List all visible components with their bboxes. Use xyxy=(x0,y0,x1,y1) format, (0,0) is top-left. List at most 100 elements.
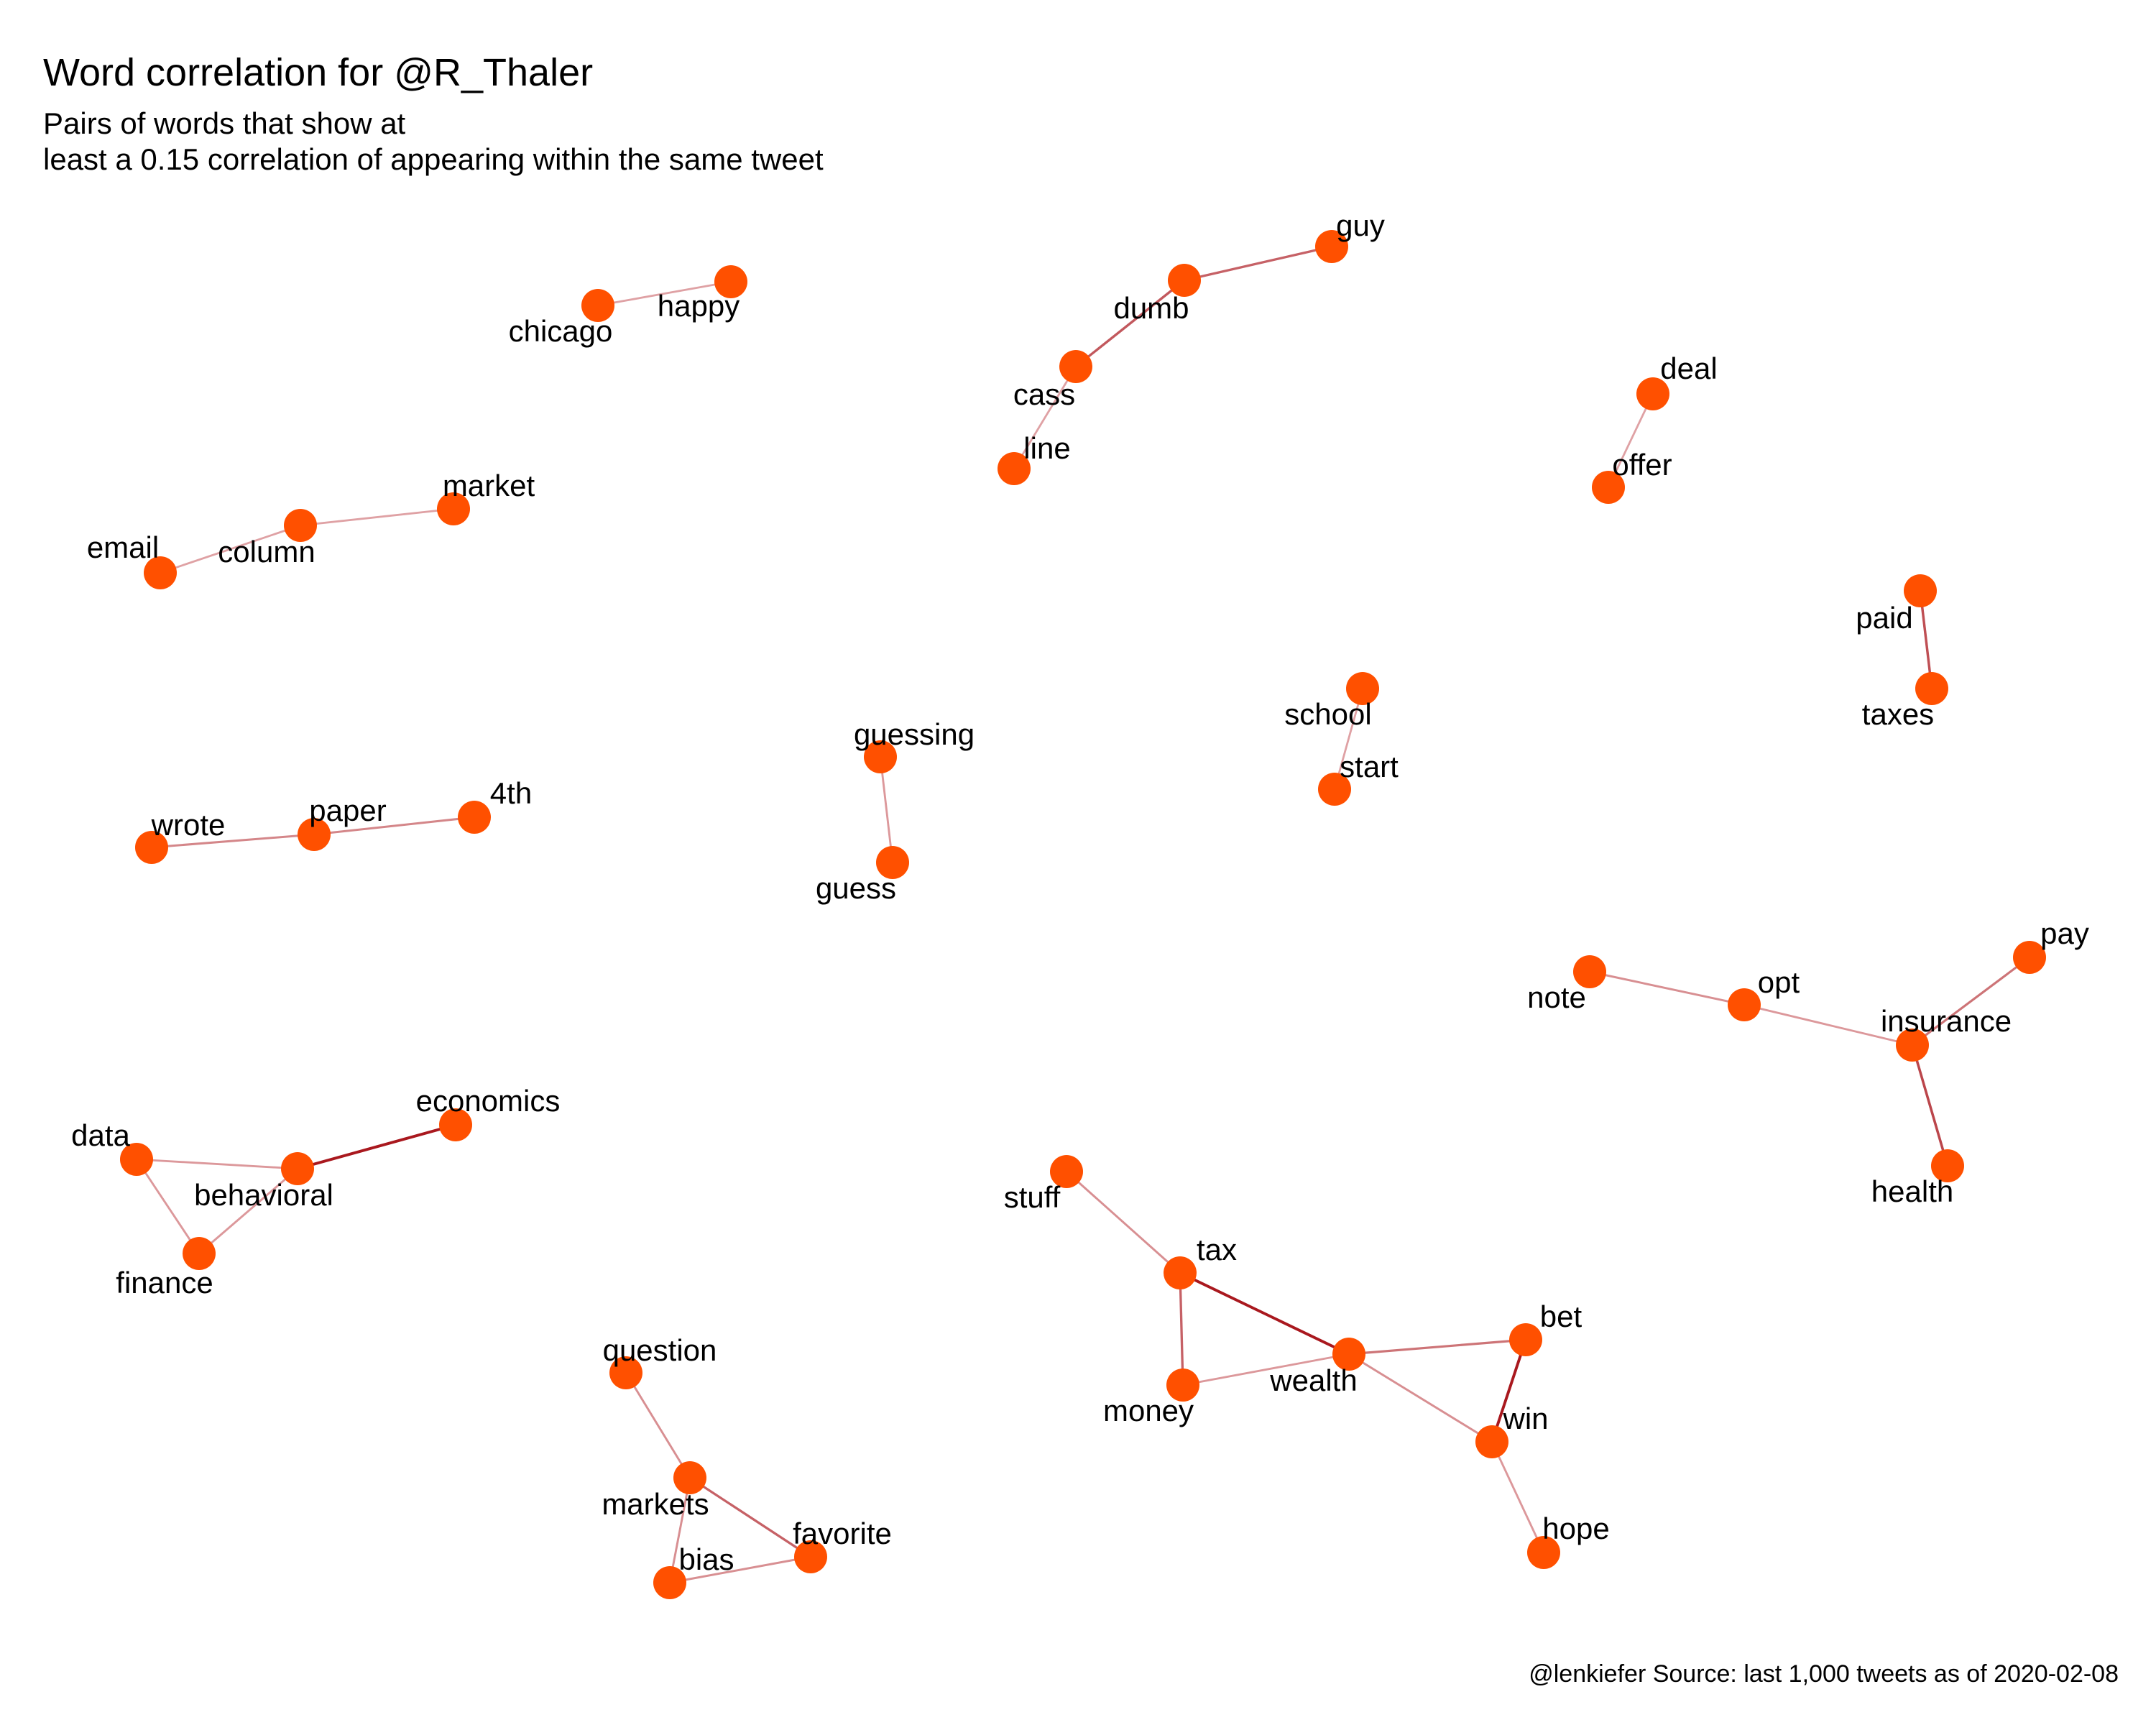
node-paid xyxy=(1904,574,1937,607)
edge-school-start xyxy=(1333,688,1364,790)
node-finance xyxy=(183,1237,216,1270)
edge-question-markets xyxy=(625,1372,691,1478)
node-tax xyxy=(1164,1256,1197,1289)
node-label-bet: bet xyxy=(1540,1300,1583,1333)
chart-subtitle-line-1: Pairs of words that show at xyxy=(43,106,406,140)
node-wealth xyxy=(1332,1338,1365,1371)
node-4th xyxy=(458,801,491,834)
node-health xyxy=(1931,1149,1964,1182)
node-label-start: start xyxy=(1340,750,1399,783)
node-economics xyxy=(439,1108,472,1141)
node-label-school: school xyxy=(1284,697,1371,731)
node-label-wrote: wrote xyxy=(151,808,226,842)
node-markets xyxy=(673,1461,706,1494)
edge-insurance-health xyxy=(1911,1044,1949,1167)
node-win xyxy=(1475,1425,1508,1458)
node-hope xyxy=(1527,1536,1560,1569)
node-label-opt: opt xyxy=(1758,965,1800,999)
edge-insurance-pay xyxy=(1912,956,2030,1046)
edge-chicago-happy xyxy=(597,280,732,307)
edge-guessing-guess xyxy=(879,756,894,863)
node-label-markets: markets xyxy=(602,1487,709,1521)
node-label-email: email xyxy=(87,530,159,564)
node-label-note: note xyxy=(1527,980,1586,1014)
chart-subtitle-line-2: least a 0.15 correlation of appearing wi… xyxy=(43,142,824,176)
node-column xyxy=(284,509,317,542)
node-opt xyxy=(1728,988,1761,1021)
node-label-taxes: taxes xyxy=(1862,697,1934,731)
node-guess xyxy=(876,846,909,879)
node-label-deal: deal xyxy=(1660,351,1717,385)
node-label-win: win xyxy=(1502,1402,1548,1435)
node-money xyxy=(1166,1368,1199,1402)
node-offer xyxy=(1592,471,1625,504)
nodes-layer xyxy=(120,230,2046,1599)
source-caption: @lenkiefer Source: last 1,000 tweets as … xyxy=(1529,1660,2119,1688)
node-label-wealth: wealth xyxy=(1269,1363,1357,1397)
edge-wealth-bet xyxy=(1348,1338,1526,1356)
edge-market-column xyxy=(300,507,454,527)
edge-markets-favorite xyxy=(689,1476,811,1558)
edge-wealth-win xyxy=(1348,1353,1493,1443)
edge-money-wealth xyxy=(1182,1353,1350,1386)
node-school xyxy=(1346,672,1379,705)
node-behavioral xyxy=(281,1152,314,1185)
edge-behavioral-economics xyxy=(297,1123,456,1170)
node-label-guess: guess xyxy=(816,871,896,905)
node-start xyxy=(1318,773,1351,806)
edge-opt-insurance xyxy=(1743,1003,1913,1046)
node-label-money: money xyxy=(1103,1394,1194,1427)
node-question xyxy=(609,1356,642,1389)
node-label-chicago: chicago xyxy=(509,314,613,348)
node-label-guessing: guessing xyxy=(854,717,975,751)
node-label-dumb: dumb xyxy=(1113,291,1189,325)
edge-column-email xyxy=(160,524,301,574)
edge-markets-bias xyxy=(668,1477,691,1583)
node-label-paper: paper xyxy=(309,794,386,827)
node-chicago xyxy=(581,289,614,322)
edge-paper-4th xyxy=(313,816,475,836)
chart-title: Word correlation for @R_Thaler xyxy=(43,51,594,94)
edges-layer xyxy=(135,245,2030,1584)
labels-layer: chicago happy guy dumb cass line deal offer mark… xyxy=(71,208,2089,1576)
edge-bet-win xyxy=(1491,1339,1527,1443)
node-label-happy: happy xyxy=(658,289,740,323)
node-happy xyxy=(714,265,747,298)
node-label-insurance: insurance xyxy=(1881,1004,2012,1038)
node-insurance xyxy=(1896,1029,1929,1062)
node-label-hope: hope xyxy=(1542,1512,1609,1545)
edge-cass-line xyxy=(1013,366,1077,469)
node-note xyxy=(1573,955,1606,988)
node-email xyxy=(144,556,177,589)
node-label-favorite: favorite xyxy=(793,1517,892,1550)
edge-win-hope xyxy=(1491,1441,1545,1553)
node-label-health: health xyxy=(1871,1174,1953,1208)
node-label-question: question xyxy=(603,1333,717,1367)
node-favorite xyxy=(794,1540,827,1573)
node-label-bias: bias xyxy=(678,1542,734,1576)
edge-bias-favorite xyxy=(669,1555,811,1584)
node-label-stuff: stuff xyxy=(1004,1180,1061,1214)
node-guy xyxy=(1315,230,1348,263)
node-label-economics: economics xyxy=(416,1084,561,1118)
node-taxes xyxy=(1915,672,1948,705)
node-guessing xyxy=(864,740,897,773)
node-label-guy: guy xyxy=(1336,208,1385,242)
node-cass xyxy=(1059,350,1092,383)
edge-deal-offer xyxy=(1607,393,1654,488)
edge-stuff-tax xyxy=(1066,1170,1181,1274)
node-data xyxy=(120,1143,153,1176)
node-label-pay: pay xyxy=(2040,916,2089,950)
node-label-paid: paid xyxy=(1856,601,1912,635)
node-paper xyxy=(298,818,331,851)
node-label-column: column xyxy=(218,535,315,569)
node-stuff xyxy=(1050,1155,1083,1188)
node-label-market: market xyxy=(443,469,535,502)
edge-guy-dumb xyxy=(1184,245,1332,282)
node-label-4th: 4th xyxy=(490,776,532,810)
edge-tax-money xyxy=(1179,1272,1184,1386)
node-dumb xyxy=(1168,264,1201,297)
node-deal xyxy=(1636,377,1669,410)
node-pay xyxy=(2013,941,2046,974)
